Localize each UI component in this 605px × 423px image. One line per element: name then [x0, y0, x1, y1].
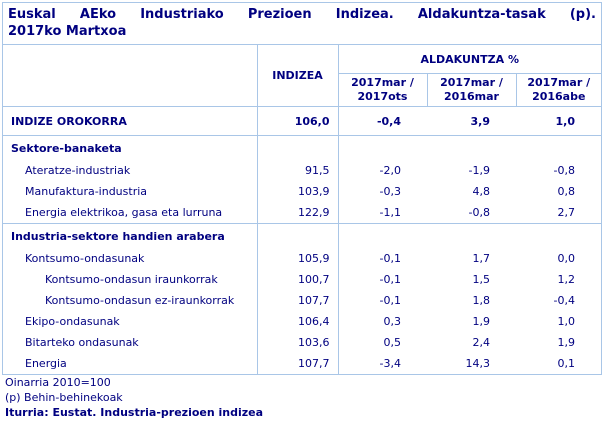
table-container: Euskal AEko Industriako Prezioen Indizea…	[2, 2, 602, 375]
index-value-cell: 100,7	[257, 269, 339, 290]
change-value-cell: -0,8	[427, 202, 516, 224]
index-value-cell: 105,9	[257, 248, 339, 269]
row-label-cell: Kontsumo-ondasun iraunkorrak	[3, 269, 258, 290]
row-indize-orokorra: INDIZE OROKORRA 106,0 -0,4 3,9 1,0	[3, 106, 601, 136]
change-value-cell: 0,1	[557, 357, 576, 370]
section-label-cell: Industria-sektore handien arabera	[3, 223, 258, 248]
index-value-cell: 91,5	[257, 160, 339, 181]
index-value-cell: 103,9	[257, 181, 339, 202]
row-bitarteko-ondasunak: Bitarteko ondasunak 103,6 0,5 2,4 1,9	[3, 332, 601, 353]
change-value-cell: -0,8	[553, 164, 575, 177]
period-3-line2: 2016abe	[532, 90, 586, 103]
row-label-cell: Kontsumo-ondasun ez-iraunkorrak	[3, 290, 258, 311]
change-value-cell: 1,9	[557, 336, 576, 349]
table-header: INDIZEA ALDAKUNTZA % 2017mar / 2017ots 2…	[3, 45, 601, 107]
change-value-cell: 1,0	[516, 106, 601, 136]
change-value-cell: 2,4	[472, 336, 491, 349]
row-manufaktura-industria: Manufaktura-industria 103,9 -0,3 4,8 0,8	[3, 181, 601, 202]
index-value-cell	[257, 135, 339, 160]
change-value-cell: 1,0	[557, 315, 576, 328]
row-label-cell: INDIZE OROKORRA	[3, 106, 258, 136]
change-value-cell: -0,1	[379, 273, 401, 286]
column-header-period-3: 2017mar / 2016abe	[515, 73, 601, 107]
change-value-cell: -2,0	[379, 164, 401, 177]
index-value-cell: 107,7	[257, 353, 339, 374]
index-value-cell	[257, 223, 339, 248]
row-kontsumo-ondasun-ez-iraunkorrak: Kontsumo-ondasun ez-iraunkorrak 107,7 -0…	[3, 290, 601, 311]
period-1-line2: 2017ots	[357, 90, 408, 103]
source-note: Iturria: Eustat. Industria-prezioen indi…	[5, 406, 264, 419]
change-value-cell: 1,9	[472, 315, 491, 328]
row-sektore-banaketa: Sektore-banaketa	[3, 135, 601, 160]
change-value-cell: -1,9	[468, 164, 490, 177]
change-value-cell: 1,2	[557, 273, 576, 286]
period-1-line1: 2017mar /	[351, 76, 414, 89]
row-label-cell: Energia	[3, 353, 258, 374]
change-value-cell: 3,9	[427, 106, 516, 136]
row-label-cell: Kontsumo-ondasunak	[3, 248, 258, 269]
row-ekipo-ondasunak: Ekipo-ondasunak 106,4 0,3 1,9 1,0	[3, 311, 601, 332]
change-value-cell: -1,1	[338, 202, 427, 224]
index-value-cell: 103,6	[257, 332, 339, 353]
row-label-cell: Bitarteko ondasunak	[3, 332, 258, 353]
column-header-period-2: 2017mar / 2016mar	[426, 73, 516, 107]
period-2-line2: 2016mar	[444, 90, 499, 103]
row-ateratze-industriak: Ateratze-industriak 91,5 -2,0 -1,9 -0,8	[3, 160, 601, 181]
period-3-line1: 2017mar /	[527, 76, 591, 89]
change-value-cell: -0,3	[379, 185, 401, 198]
change-value-cell: 0,0	[557, 252, 576, 265]
change-value-cell: 0,8	[557, 185, 576, 198]
change-value-cell: -0,1	[379, 294, 401, 307]
row-label-cell: Energia elektrikoa, gasa eta lurruna	[3, 202, 258, 224]
column-group-header-aldakuntza: ALDAKUNTZA %	[338, 45, 601, 74]
row-energia: Energia 107,7 -3,4 14,3 0,1	[3, 353, 601, 374]
index-value-cell: 106,4	[257, 311, 339, 332]
change-value-cell: 0,5	[383, 336, 402, 349]
corner-cell	[3, 45, 258, 107]
row-label-cell: Ateratze-industriak	[3, 160, 258, 181]
index-value-cell: 122,9	[257, 202, 339, 224]
price-index-table: INDIZEA ALDAKUNTZA % 2017mar / 2017ots 2…	[3, 45, 601, 374]
row-label-cell: Ekipo-ondasunak	[3, 311, 258, 332]
change-value-cell: 14,3	[465, 357, 491, 370]
change-value-cell: 0,3	[383, 315, 402, 328]
change-value-cell: 1,5	[472, 273, 491, 286]
change-value-cell: -0,4	[338, 106, 427, 136]
row-industria-sektore-handien-arabera: Industria-sektore handien arabera	[3, 223, 601, 248]
change-value-cell: 1,8	[472, 294, 491, 307]
row-kontsumo-ondasun-iraunkorrak: Kontsumo-ondasun iraunkorrak 100,7 -0,1 …	[3, 269, 601, 290]
column-header-indizea: INDIZEA	[257, 45, 339, 107]
page-title-line2: 2017ko Martxoa	[8, 24, 127, 39]
change-value-cell: 1,7	[472, 252, 491, 265]
row-label-cell: Manufaktura-industria	[3, 181, 258, 202]
change-value-cell: 4,8	[472, 185, 491, 198]
change-value-cell: -3,4	[379, 357, 401, 370]
row-kontsumo-ondasunak: Kontsumo-ondasunak 105,9 -0,1 1,7 0,0	[3, 248, 601, 269]
index-value-cell: 107,7	[257, 290, 339, 311]
page-title: Euskal AEko Industriako Prezioen Indizea…	[3, 3, 601, 45]
base-note: Oinarria 2010=100	[5, 376, 111, 389]
section-label-cell: Sektore-banaketa	[3, 135, 258, 160]
column-header-period-1: 2017mar / 2017ots	[338, 73, 427, 107]
footnotes: Oinarria 2010=100 (p) Behin-behinekoak I…	[5, 375, 263, 420]
change-value-cell: -0,4	[553, 294, 575, 307]
change-value-cell: 2,7	[516, 202, 601, 224]
row-energia-elektrikoa: Energia elektrikoa, gasa eta lurruna 122…	[3, 202, 601, 224]
provisional-note: (p) Behin-behinekoak	[5, 391, 123, 404]
change-value-cell: -0,1	[379, 252, 401, 265]
page-title-line1: Euskal AEko Industriako Prezioen Indizea…	[8, 7, 596, 22]
index-value-cell: 106,0	[257, 106, 339, 136]
period-2-line1: 2017mar /	[440, 76, 503, 89]
